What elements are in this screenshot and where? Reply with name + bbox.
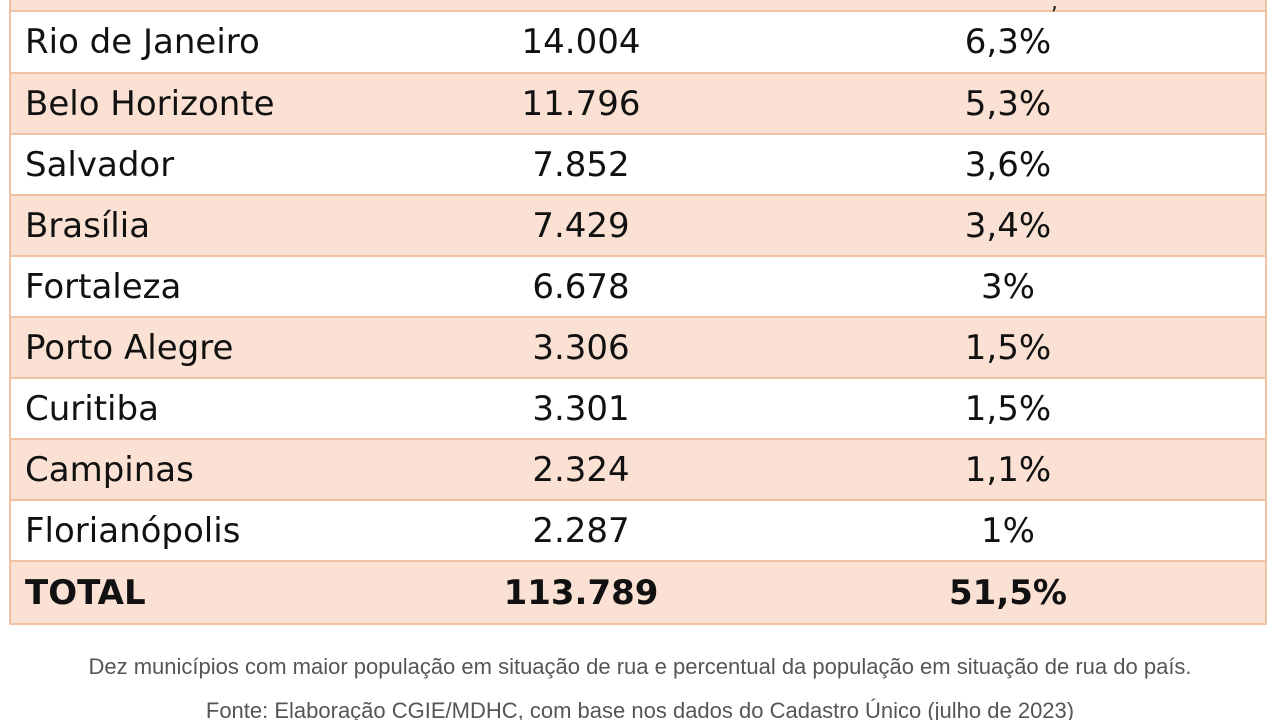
population-cell: 7.429 xyxy=(532,205,630,246)
percent-cell: 3% xyxy=(981,266,1035,307)
table-row: Brasília 7.429 3,4% xyxy=(11,195,1265,256)
percent-cell: 1,5% xyxy=(964,388,1052,429)
population-cell: 3.306 xyxy=(532,327,630,368)
percent-cell: 1,1% xyxy=(964,449,1052,490)
table-row: Curitiba 3.301 1,5% xyxy=(11,378,1265,439)
percent-cell: 6,3% xyxy=(964,22,1052,62)
table-row: Campinas 2.324 1,1% xyxy=(11,439,1265,500)
city-cell: Belo Horizonte xyxy=(25,83,275,124)
population-cell: 3.301 xyxy=(532,388,630,429)
table-row: Florianópolis 2.287 1% xyxy=(11,500,1265,561)
total-population-cell: 113.789 xyxy=(503,572,659,613)
table-row: Fortaleza 6.678 3% xyxy=(11,256,1265,317)
city-cell: Brasília xyxy=(25,205,151,246)
table-row: Belo Horizonte 11.796 5,3% xyxy=(11,73,1265,134)
population-cell: 6.678 xyxy=(532,266,630,307)
population-cell: 11.796 xyxy=(521,83,641,124)
percent-cell: 3,6% xyxy=(964,144,1052,185)
city-cell: Curitiba xyxy=(25,388,159,429)
city-cell: Florianópolis xyxy=(25,510,241,551)
table-caption: Dez municípios com maior população em si… xyxy=(88,654,1192,679)
city-cell: Campinas xyxy=(25,449,194,490)
population-cell: 2.324 xyxy=(532,449,630,490)
cropped-header-row: , xyxy=(11,0,1265,15)
table-body: Rio de Janeiro 14.004 6,3% Belo Horizont… xyxy=(11,12,1265,623)
city-cell: Salvador xyxy=(25,144,175,185)
data-table-container: , Rio de Janeiro 14.004 6,3% Belo Horizo… xyxy=(9,0,1267,625)
table-row: Salvador 7.852 3,6% xyxy=(11,134,1265,195)
population-cell: 14.004 xyxy=(521,22,641,62)
total-label-cell: TOTAL xyxy=(25,572,146,613)
percent-cell: 1,5% xyxy=(964,327,1052,368)
table-row: Porto Alegre 3.306 1,5% xyxy=(11,317,1265,378)
total-percent-cell: 51,5% xyxy=(949,572,1067,613)
cities-table: Rio de Janeiro 14.004 6,3% Belo Horizont… xyxy=(11,12,1265,623)
percent-cell: 5,3% xyxy=(964,83,1052,124)
cropped-header-glyph: , xyxy=(1051,0,1058,15)
percent-cell: 3,4% xyxy=(964,205,1052,246)
city-cell: Rio de Janeiro xyxy=(25,22,260,62)
total-row: TOTAL 113.789 51,5% xyxy=(11,561,1265,623)
city-cell: Porto Alegre xyxy=(25,327,234,368)
table-row: Rio de Janeiro 14.004 6,3% xyxy=(11,12,1265,73)
city-cell: Fortaleza xyxy=(25,266,182,307)
source-note: Fonte: Elaboração CGIE/MDHC, com base no… xyxy=(205,698,1075,720)
population-cell: 2.287 xyxy=(532,510,630,551)
percent-cell: 1% xyxy=(981,510,1035,551)
population-cell: 7.852 xyxy=(532,144,630,185)
